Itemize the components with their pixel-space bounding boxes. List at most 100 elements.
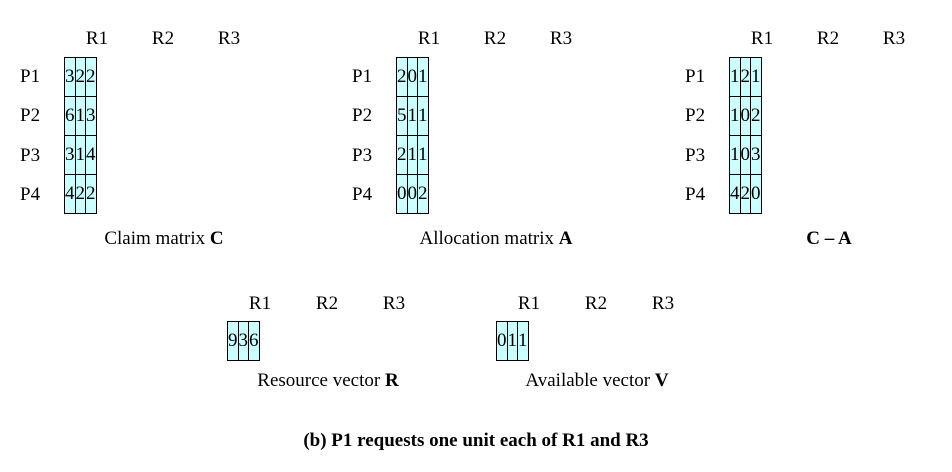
vector-cell: 3 [237,321,249,361]
matrix-cell: 3 [64,57,76,97]
matrix-cell: 2 [85,174,97,214]
matrix-cell: 2 [74,174,86,214]
matrix-cell: 1 [729,96,741,136]
vector-cell: 1 [517,321,529,361]
caption-symbol: C – A [806,228,852,249]
need-caption: C – A [729,228,929,250]
matrix-cell: 1 [74,135,86,175]
matrix-cell: 2 [74,57,86,97]
matrix-cell: 2 [396,135,408,175]
matrix-cell: 1 [417,57,429,97]
claim-col-header: R3 [217,28,241,49]
resource-caption: Resource vector R [228,370,428,392]
available-col-header: R2 [584,293,608,314]
need-col-header: R3 [882,28,906,49]
vector-cell: 1 [506,321,518,361]
matrix-cell: 1 [406,96,418,136]
resource-col-header: R2 [315,293,339,314]
alloc-row-label: P4 [352,184,373,205]
matrix-cell: 1 [750,57,762,97]
available-col-header: R3 [651,293,675,314]
available-caption: Available vector V [497,370,697,392]
matrix-cell: 1 [74,96,86,136]
resource-col-header: R3 [382,293,406,314]
caption-symbol: A [558,228,573,249]
alloc-col-header: R3 [549,28,573,49]
matrix-cell: 1 [417,135,429,175]
matrix-cell: 1 [729,135,741,175]
caption-text: Claim matrix [104,228,210,249]
alloc-row-label: P3 [352,145,373,166]
vector-cell: 6 [248,321,260,361]
matrix-cell: 3 [64,135,76,175]
matrix-cell: 2 [750,96,762,136]
matrix-cell: 3 [750,135,762,175]
need-row-label: P1 [685,66,706,87]
matrix-cell: 1 [406,135,418,175]
matrix-cell: 2 [85,57,97,97]
caption-text: Allocation matrix [419,228,559,249]
alloc-col-header: R2 [483,28,507,49]
matrix-cell: 5 [396,96,408,136]
matrix-cell: 1 [729,57,741,97]
caption-text: Available vector [525,370,655,391]
claim-row-label: P3 [20,145,41,166]
claim-row-label: P2 [20,105,41,126]
matrix-cell: 0 [406,174,418,214]
caption-symbol: V [654,370,669,391]
claim-col-header: R2 [151,28,175,49]
claim-row-label: P4 [20,184,41,205]
matrix-cell: 0 [396,174,408,214]
matrix-cell: 0 [406,57,418,97]
caption-text: Resource vector [257,370,385,391]
need-col-header: R1 [750,28,774,49]
matrix-cell: 4 [64,174,76,214]
matrix-cell: 2 [739,57,751,97]
matrix-cell: 1 [417,96,429,136]
need-col-header: R2 [816,28,840,49]
claim-col-header: R1 [85,28,109,49]
matrix-cell: 2 [739,174,751,214]
resource-col-header: R1 [248,293,272,314]
matrix-cell: 4 [85,135,97,175]
vector-cell: 0 [496,321,508,361]
matrix-cell: 2 [417,174,429,214]
matrix-cell: 3 [85,96,97,136]
matrix-cell: 2 [396,57,408,97]
claim-caption: Claim matrix C [64,228,264,250]
need-row-label: P3 [685,145,706,166]
vector-cell: 9 [227,321,239,361]
caption-symbol: C [209,228,224,249]
matrix-cell: 0 [750,174,762,214]
claim-row-label: P1 [20,66,41,87]
available-col-header: R1 [517,293,541,314]
matrix-cell: 0 [739,135,751,175]
alloc-col-header: R1 [417,28,441,49]
matrix-cell: 4 [729,174,741,214]
figure-caption: (b) P1 requests one unit each of R1 and … [303,430,649,451]
alloc-row-label: P2 [352,105,373,126]
matrix-cell: 0 [739,96,751,136]
allocation-caption: Allocation matrix A [396,228,596,250]
need-row-label: P4 [685,184,706,205]
matrix-cell: 6 [64,96,76,136]
alloc-row-label: P1 [352,66,373,87]
